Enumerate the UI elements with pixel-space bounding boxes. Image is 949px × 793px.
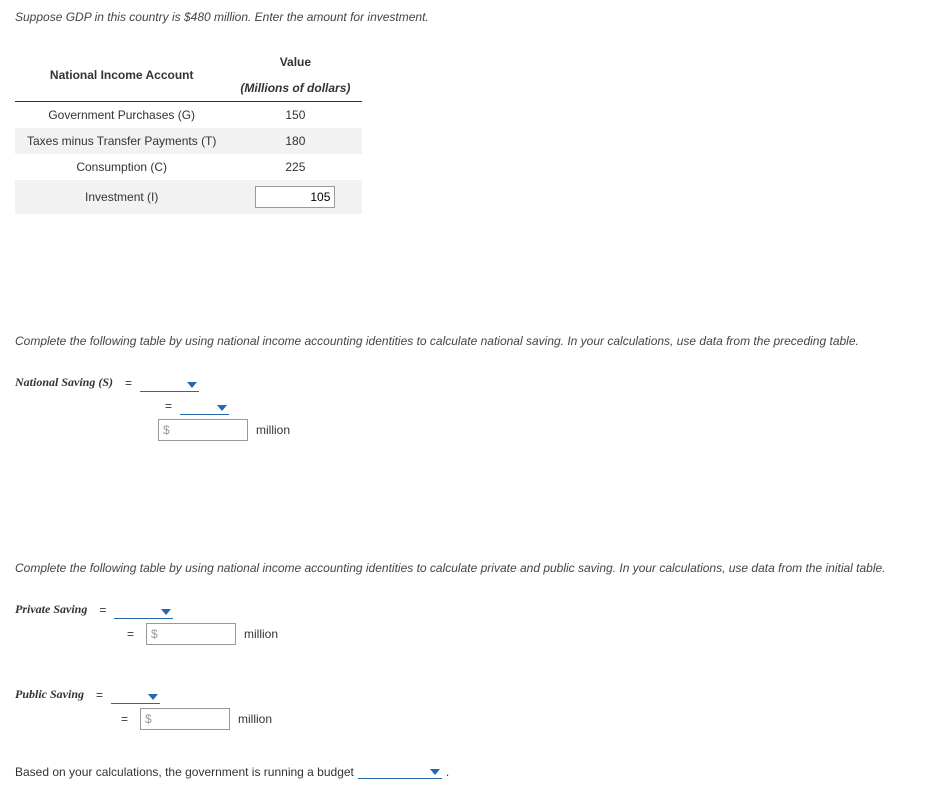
income-accounts-table: National Income Account Value (Millions … (15, 49, 362, 214)
final-suffix: . (446, 765, 449, 779)
budget-conclusion: Based on your calculations, the governme… (15, 760, 934, 779)
row-label: Investment (I) (15, 180, 228, 214)
private-identity-dropdown[interactable] (114, 600, 173, 619)
final-prefix: Based on your calculations, the governme… (15, 765, 354, 779)
investment-input[interactable] (255, 186, 335, 208)
public-value-input[interactable]: $ (140, 708, 230, 730)
row-label: Consumption (C) (15, 154, 228, 180)
private-saving-label: Private Saving (15, 602, 87, 617)
equals-sign: = (125, 376, 132, 390)
public-saving-block: Public Saving = = $ million (15, 685, 934, 730)
ns-identity-dropdown-1[interactable] (140, 373, 199, 392)
col-head-value-top: Value (228, 49, 362, 75)
row-label: Taxes minus Transfer Payments (T) (15, 128, 228, 154)
equals-sign: = (99, 603, 106, 617)
col-head-account: National Income Account (15, 49, 228, 102)
section2-text: Complete the following table by using na… (15, 334, 934, 348)
table-row: Taxes minus Transfer Payments (T) 180 (15, 128, 362, 154)
section3-text: Complete the following table by using na… (15, 561, 934, 575)
row-value: 180 (228, 128, 362, 154)
unit-label: million (244, 627, 278, 641)
table-row-investment: Investment (I) (15, 180, 362, 214)
public-saving-label: Public Saving (15, 687, 84, 702)
unit-label: million (238, 712, 272, 726)
row-value: 225 (228, 154, 362, 180)
equals-sign: = (96, 688, 103, 702)
equals-sign: = (165, 399, 172, 413)
intro-text: Suppose GDP in this country is $480 mill… (15, 10, 934, 24)
budget-status-dropdown[interactable] (358, 760, 442, 779)
table-row: Consumption (C) 225 (15, 154, 362, 180)
equals-sign: = (127, 627, 134, 641)
col-head-value-sub: (Millions of dollars) (228, 75, 362, 102)
table-row: Government Purchases (G) 150 (15, 102, 362, 129)
row-value: 150 (228, 102, 362, 129)
unit-label: million (256, 423, 290, 437)
ns-value-input[interactable]: $ (158, 419, 248, 441)
public-identity-dropdown[interactable] (111, 685, 160, 704)
row-label: Government Purchases (G) (15, 102, 228, 129)
ns-identity-dropdown-2[interactable] (180, 396, 229, 415)
chevron-down-icon (430, 769, 440, 775)
national-saving-label: National Saving (S) (15, 375, 113, 390)
equals-sign: = (121, 712, 128, 726)
chevron-down-icon (217, 405, 227, 411)
national-saving-block: National Saving (S) = = $ million (15, 373, 934, 441)
private-value-input[interactable]: $ (146, 623, 236, 645)
chevron-down-icon (148, 694, 158, 700)
chevron-down-icon (187, 382, 197, 388)
chevron-down-icon (161, 609, 171, 615)
private-saving-block: Private Saving = = $ million (15, 600, 934, 645)
